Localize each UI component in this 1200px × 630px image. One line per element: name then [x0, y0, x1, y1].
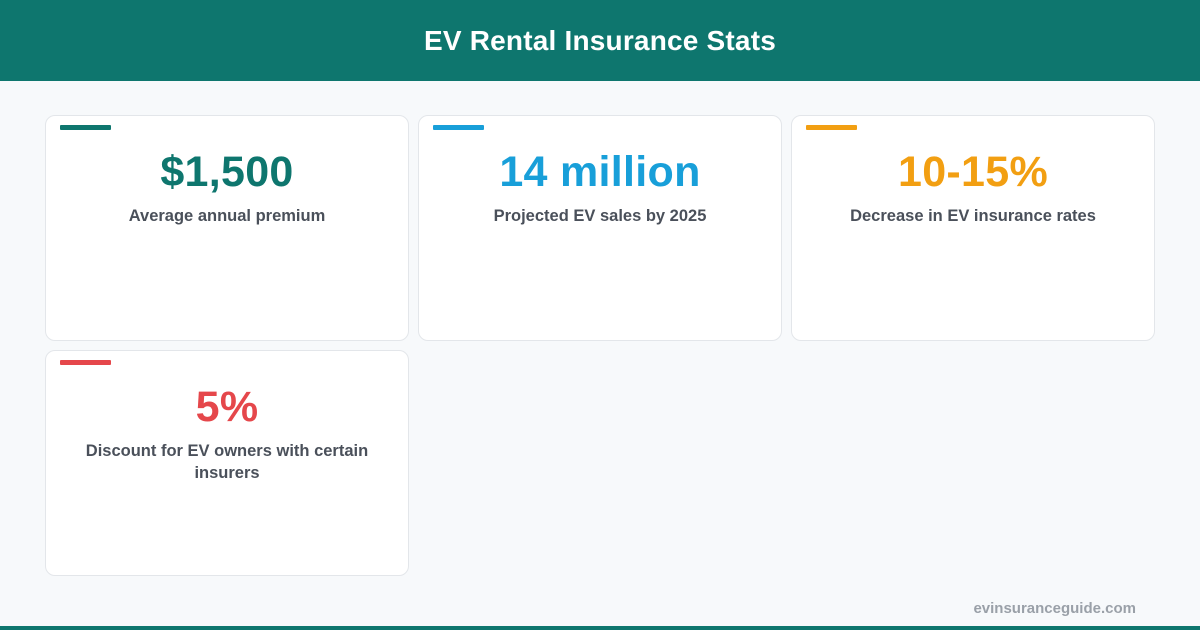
- bottom-accent-bar: [0, 626, 1200, 630]
- stat-card-discount: 5% Discount for EV owners with certain i…: [45, 350, 409, 576]
- footer-site-link[interactable]: evinsuranceguide.com: [973, 600, 1136, 617]
- stat-value: $1,500: [160, 148, 294, 196]
- card-accent-bar: [433, 125, 484, 130]
- stat-value: 5%: [195, 383, 259, 431]
- stat-label: Projected EV sales by 2025: [493, 207, 707, 225]
- stat-label: Average annual premium: [128, 207, 326, 225]
- card-accent-bar: [806, 125, 857, 130]
- stat-label: Decrease in EV insurance rates: [850, 207, 1096, 225]
- stat-label: Discount for EV owners with certain insu…: [85, 442, 369, 482]
- card-accent-bar: [60, 125, 111, 130]
- stat-card-premium: $1,500 Average annual premium: [45, 115, 409, 341]
- header-bar: EV Rental Insurance Stats: [0, 0, 1200, 81]
- stat-value: 10-15%: [897, 148, 1048, 196]
- stat-card-ev-sales: 14 million Projected EV sales by 2025: [418, 115, 782, 341]
- stat-card-rate-decrease: 10-15% Decrease in EV insurance rates: [791, 115, 1155, 341]
- stat-value: 14 million: [499, 148, 701, 196]
- page-title: EV Rental Insurance Stats: [423, 24, 776, 56]
- card-accent-bar: [60, 360, 111, 365]
